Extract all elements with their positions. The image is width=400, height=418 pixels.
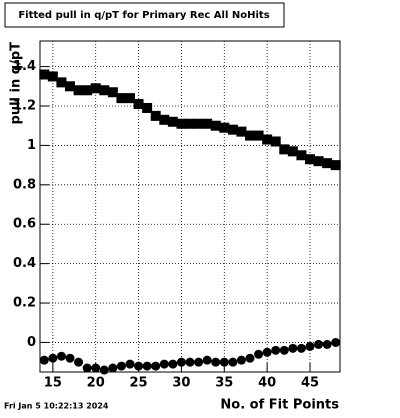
- marker: [47, 71, 58, 82]
- marker: [279, 345, 289, 355]
- footer-date: Fri Jan 5 10:22:13 2024: [4, 402, 109, 411]
- x-tick-label: 30: [172, 376, 190, 391]
- x-tick-label: 20: [87, 376, 105, 391]
- marker: [185, 357, 195, 367]
- title-box: [4, 2, 285, 28]
- marker: [313, 156, 324, 167]
- marker: [330, 160, 341, 171]
- marker: [253, 130, 264, 141]
- marker: [228, 357, 238, 367]
- y-tick-label: 0.2: [13, 296, 36, 311]
- y-tick-label: 0: [27, 335, 36, 350]
- marker: [65, 81, 75, 92]
- marker: [48, 353, 58, 363]
- marker: [288, 343, 298, 353]
- marker: [296, 343, 306, 353]
- marker: [296, 150, 307, 161]
- marker: [134, 361, 144, 371]
- marker: [211, 357, 221, 367]
- marker: [125, 359, 135, 369]
- marker: [193, 118, 204, 129]
- marker: [99, 365, 109, 375]
- marker: [168, 359, 178, 369]
- marker: [116, 93, 127, 104]
- marker: [65, 353, 75, 363]
- marker: [185, 118, 195, 129]
- marker: [202, 355, 212, 365]
- y-tick-label: 0.6: [13, 217, 36, 232]
- marker: [150, 110, 161, 121]
- marker: [219, 122, 230, 133]
- marker: [210, 120, 221, 131]
- marker: [73, 85, 84, 96]
- marker: [262, 347, 272, 357]
- y-tick-label: 0.8: [13, 177, 36, 192]
- marker: [82, 85, 93, 96]
- marker: [142, 361, 152, 371]
- marker: [74, 357, 84, 367]
- marker: [245, 130, 255, 141]
- marker: [245, 353, 255, 363]
- marker: [108, 363, 118, 373]
- marker: [176, 118, 187, 129]
- marker: [194, 357, 204, 367]
- marker: [236, 126, 247, 137]
- marker: [90, 83, 101, 94]
- marker: [99, 85, 110, 96]
- marker: [56, 77, 67, 88]
- marker: [322, 339, 332, 349]
- marker: [331, 337, 341, 347]
- marker: [125, 93, 135, 104]
- marker: [254, 349, 264, 359]
- marker: [159, 359, 169, 369]
- y-tick-label: 0.4: [13, 256, 36, 271]
- x-tick-label: 15: [44, 376, 62, 391]
- marker: [116, 361, 126, 371]
- marker: [176, 357, 186, 367]
- marker: [142, 102, 153, 113]
- marker: [305, 154, 315, 165]
- marker: [227, 124, 238, 135]
- marker: [107, 87, 118, 98]
- y-axis-label: pull in q/pT: [9, 42, 24, 125]
- marker: [279, 144, 290, 155]
- x-tick-label: 45: [301, 376, 319, 391]
- marker: [262, 134, 273, 145]
- x-tick-label: 40: [258, 376, 276, 391]
- marker: [82, 363, 92, 373]
- chart-title: Fitted pull in q/pT for Primary Rec All …: [18, 10, 269, 21]
- y-tick-label: 1.2: [13, 99, 36, 114]
- marker: [322, 158, 333, 169]
- marker: [151, 361, 161, 371]
- plot-frame: [39, 40, 341, 373]
- marker: [39, 69, 50, 80]
- marker: [202, 118, 213, 129]
- marker: [271, 345, 281, 355]
- marker: [287, 146, 298, 157]
- marker: [159, 114, 170, 125]
- x-tick-label: 35: [215, 376, 233, 391]
- y-tick-label: 1.4: [13, 59, 36, 74]
- y-tick-label: 1: [27, 138, 36, 153]
- marker: [305, 341, 315, 351]
- marker: [91, 363, 101, 373]
- marker: [133, 99, 144, 110]
- x-axis-label: No. of Fit Points: [220, 398, 339, 413]
- marker: [56, 351, 66, 361]
- marker: [236, 355, 246, 365]
- marker: [167, 116, 178, 127]
- marker: [39, 355, 49, 365]
- marker: [314, 339, 324, 349]
- x-tick-label: 25: [130, 376, 148, 391]
- marker: [219, 357, 229, 367]
- marker: [270, 136, 281, 147]
